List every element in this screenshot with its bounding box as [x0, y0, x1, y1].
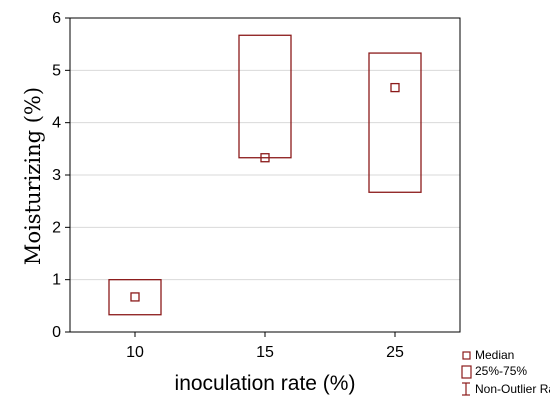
y-tick-label: 3 [52, 167, 61, 184]
x-tick-label: 15 [256, 344, 274, 361]
legend-median-icon [462, 351, 471, 360]
y-tick-label: 5 [52, 62, 61, 79]
median-marker-10 [130, 292, 140, 302]
median-marker-25 [390, 82, 400, 93]
y-tick-label: 4 [52, 115, 61, 132]
legend-median-label: Median [475, 348, 514, 362]
legend-box-icon [461, 365, 472, 379]
y-axis-label: Moisturizing (%) [21, 87, 45, 265]
y-tick-label: 6 [52, 10, 61, 27]
y-tick-label: 2 [52, 219, 61, 236]
x-axis-ticks: 10 15 25 [126, 332, 404, 361]
x-tick-label: 10 [126, 344, 144, 361]
legend: Median 25%-75% Non-Outlier Range [461, 348, 550, 396]
x-tick-label: 25 [386, 344, 404, 361]
box-10 [108, 279, 162, 316]
boxes [108, 34, 422, 316]
median-marker-15 [260, 153, 270, 163]
y-axis-ticks: 0 1 2 3 4 5 6 [52, 10, 70, 341]
grid-lines [70, 69, 460, 281]
y-tick-label: 1 [52, 272, 61, 289]
box-25 [368, 52, 422, 193]
legend-whisker-label: Non-Outlier Range [475, 382, 550, 396]
legend-box-label: 25%-75% [475, 364, 527, 378]
y-tick-label: 0 [52, 324, 61, 341]
box-15 [238, 34, 292, 159]
x-axis-label: inoculation rate (%) [175, 372, 356, 395]
